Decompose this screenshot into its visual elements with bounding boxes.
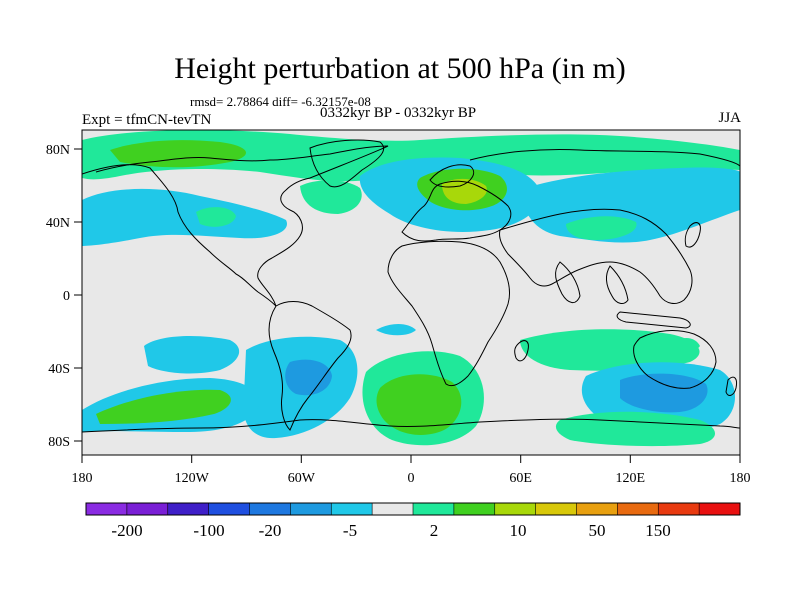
coast-africa — [387, 240, 511, 387]
y-tick-marks — [74, 148, 82, 442]
y-tick-label: 80N — [46, 143, 70, 158]
coast-south-america — [268, 301, 352, 431]
colorbar-label: -20 — [259, 521, 282, 540]
colorbar-label: -5 — [343, 521, 357, 540]
colorbar — [86, 503, 741, 515]
coast-scandinavia — [429, 164, 475, 188]
anomaly-region-north-atlantic — [300, 180, 362, 214]
colorbar-label: 10 — [510, 521, 527, 540]
coast-asia — [499, 208, 693, 304]
colorbar-swatch — [167, 503, 210, 515]
anomaly-region-north-america — [82, 188, 287, 246]
colorbar-swatch — [617, 503, 659, 515]
colorbar-swatch — [413, 503, 455, 515]
colorbar-label: -200 — [111, 521, 142, 540]
colorbar-swatch — [208, 503, 251, 515]
anomaly-region-arctic — [82, 130, 740, 182]
colorbar-label: 50 — [589, 521, 606, 540]
season-label: JJA — [718, 110, 741, 126]
anomaly-region-indian-ocean — [520, 329, 700, 371]
colorbar-swatch — [86, 503, 128, 515]
x-tick-label: 180 — [730, 471, 751, 486]
anomaly-region-australia-south-core — [620, 373, 708, 413]
colorbar-swatch — [126, 503, 169, 515]
stats-text: rmsd= 2.78864 diff= -6.32157e-08 — [190, 94, 371, 109]
coast-indonesia — [616, 311, 691, 329]
anomaly-region-southwest-pacific-core — [96, 389, 231, 424]
coast-southeast-asia — [605, 265, 629, 304]
x-tick-label: 60E — [509, 471, 532, 486]
colorbar-swatch — [535, 503, 578, 515]
anomaly-region-tropical-atlantic — [376, 324, 416, 336]
colorbar-label: -100 — [193, 521, 224, 540]
coast-india — [555, 261, 581, 303]
coastlines — [82, 139, 740, 433]
colorbar-swatch — [372, 503, 414, 515]
x-tick-label: 60W — [288, 471, 316, 486]
x-tick-label: 120W — [175, 471, 210, 486]
colorbar-swatch — [658, 503, 700, 515]
coast-australia — [633, 330, 717, 389]
anomaly-region-antarctic-pacific — [555, 411, 715, 447]
x-tick-label: 120E — [616, 471, 646, 486]
contour-fields — [82, 130, 740, 447]
colorbar-swatch — [453, 503, 496, 515]
colorbar-swatch — [699, 503, 741, 515]
anomaly-region-asia-core — [566, 216, 637, 240]
anomaly-region-south-pacific — [144, 336, 240, 374]
colorbar-swatch — [494, 503, 537, 515]
page-title: Height perturbation at 500 hPa (in m) — [174, 52, 626, 85]
period-label: 0332kyr BP - 0332kyr BP — [320, 105, 477, 121]
anomaly-region-nam-core — [196, 207, 236, 227]
colorbar-frame — [85, 502, 741, 516]
colorbar-label: 150 — [645, 521, 671, 540]
colorbar-swatch — [290, 503, 332, 515]
anomaly-region-south-atlantic-core — [376, 374, 462, 435]
x-tick-label: 180 — [72, 471, 93, 486]
x-tick-marks — [81, 455, 741, 463]
colorbar-swatch — [576, 503, 618, 515]
coast-europe — [401, 180, 512, 242]
y-tick-label: 40N — [46, 216, 70, 231]
colorbar-swatch — [331, 503, 373, 515]
anomaly-region-southeast-australia — [678, 338, 700, 351]
coast-antarctica — [82, 418, 740, 433]
coast-new-zealand — [725, 376, 737, 396]
experiment-label: Expt = tfmCN-tevTN — [82, 112, 212, 128]
coast-greenland — [309, 139, 385, 188]
anomaly-region-greenland — [110, 140, 247, 168]
anomaly-region-south-america-core — [285, 359, 332, 396]
coast-north-america — [82, 145, 389, 307]
coast-siberia — [469, 148, 740, 167]
x-tick-label: 0 — [408, 471, 415, 486]
coast-madagascar — [514, 340, 529, 362]
y-tick-label: 40S — [48, 362, 70, 377]
y-tick-label: 80S — [48, 435, 70, 450]
coast-japan — [684, 222, 701, 248]
colorbar-swatch — [249, 503, 291, 515]
y-tick-label: 0 — [63, 289, 70, 304]
colorbar-label: 2 — [430, 521, 439, 540]
